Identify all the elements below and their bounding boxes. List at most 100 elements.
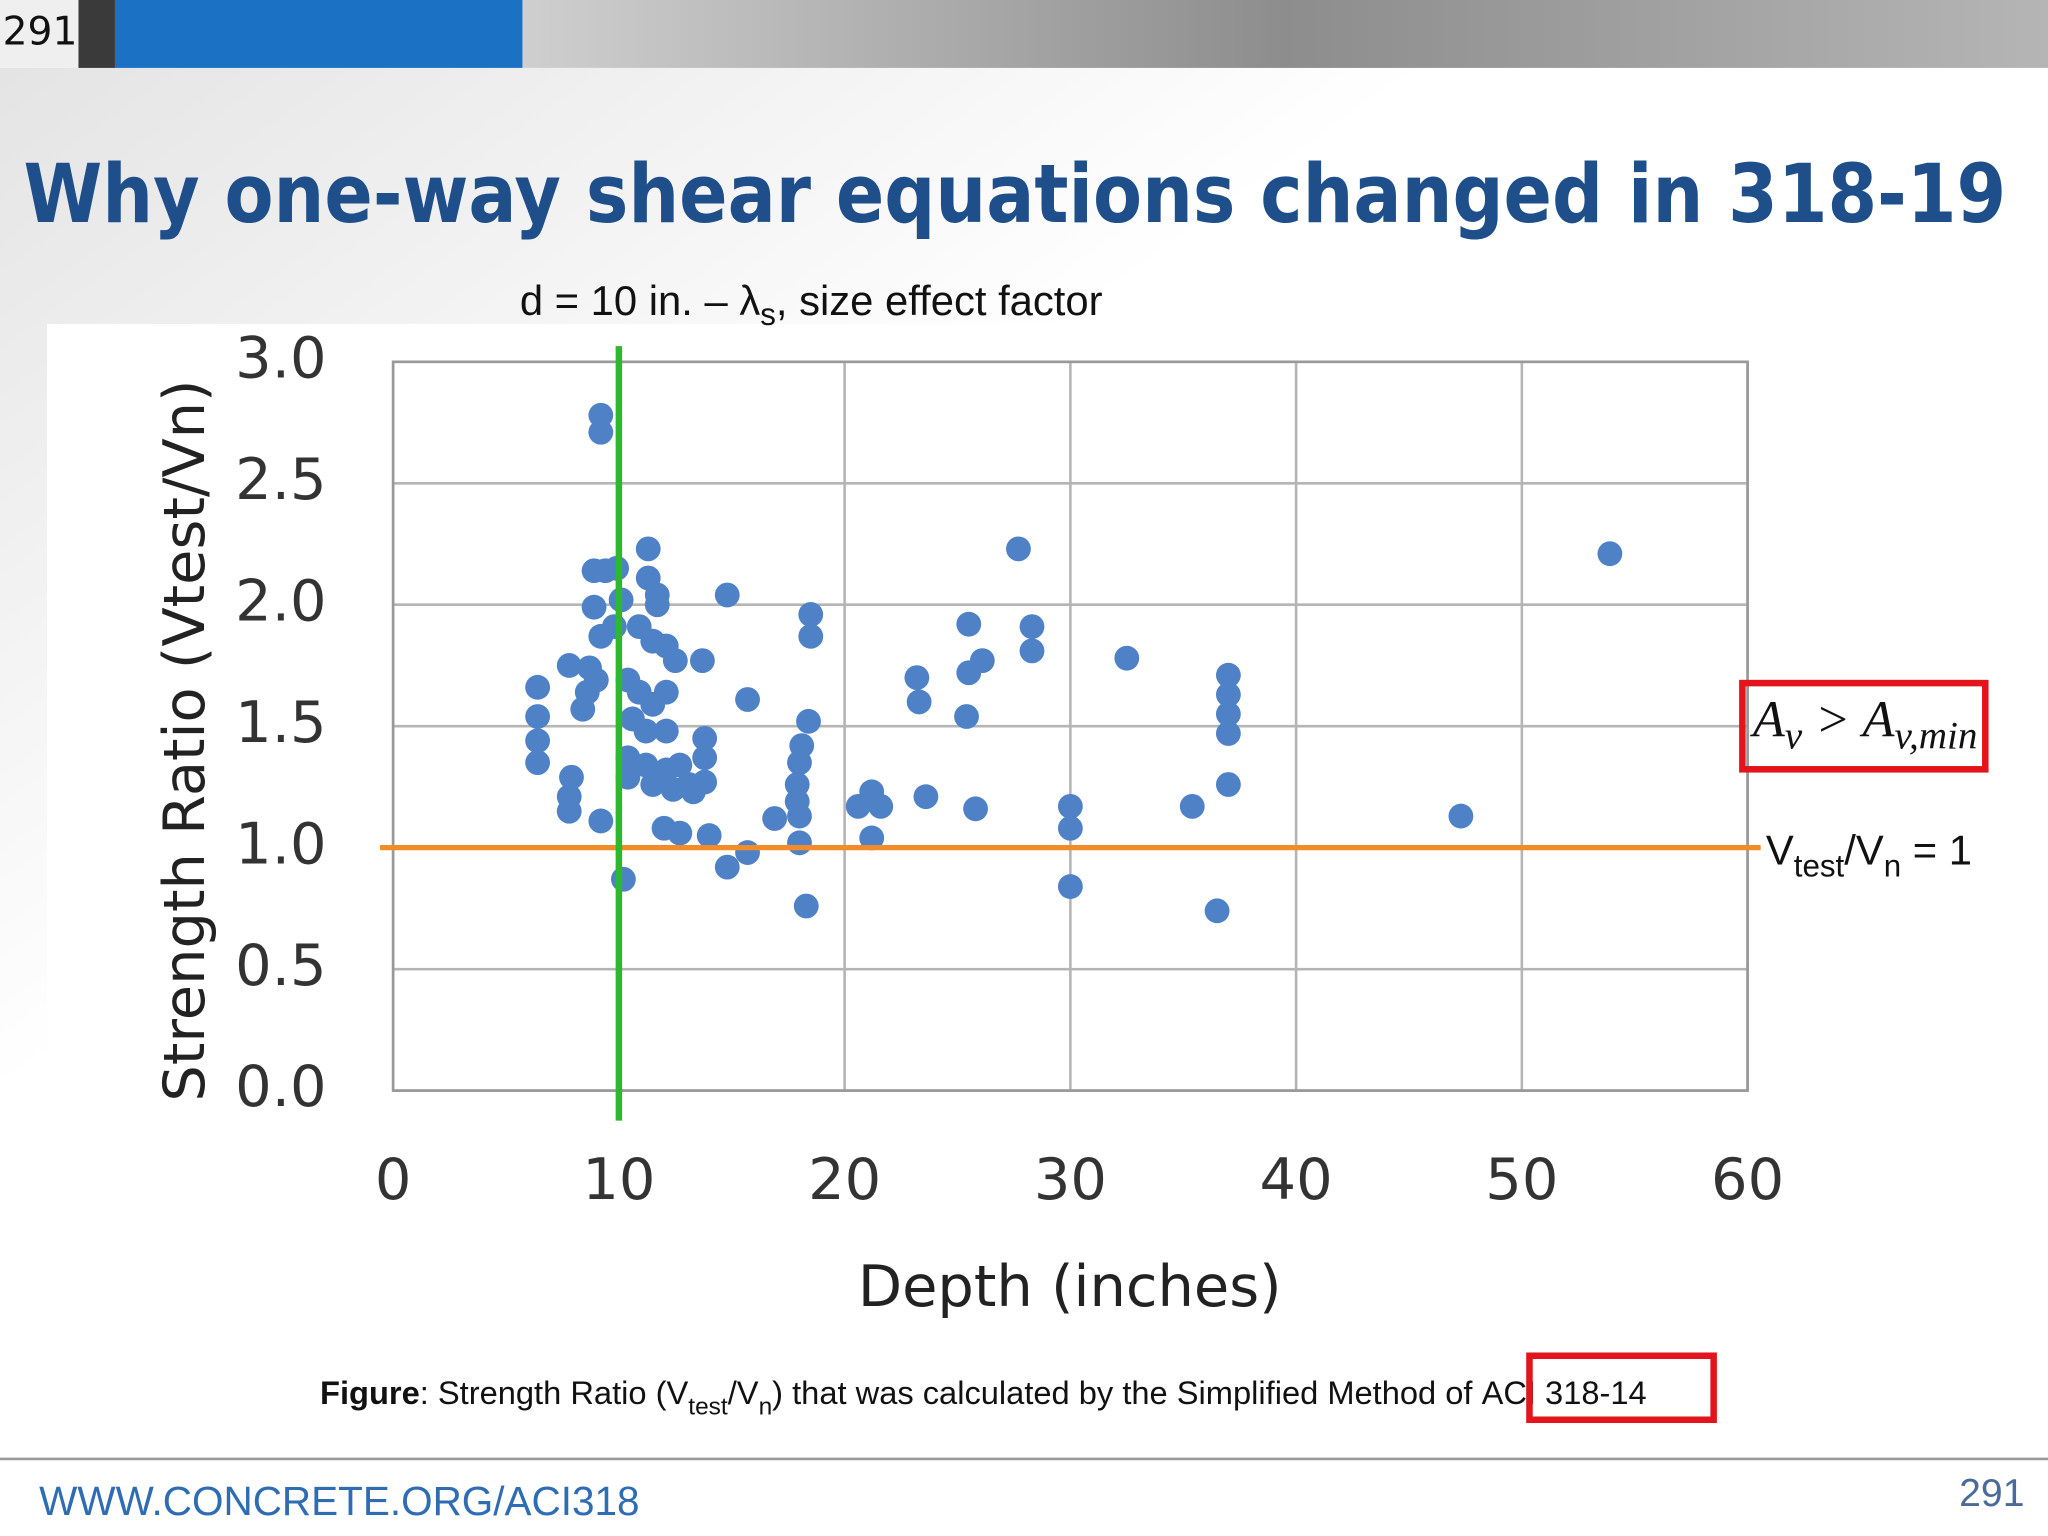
data-point — [904, 665, 930, 691]
data-point — [1019, 614, 1045, 640]
plot-border — [391, 360, 1749, 1092]
data-point — [784, 772, 810, 797]
data-point — [525, 728, 551, 754]
data-point — [1057, 815, 1083, 841]
data-point — [1215, 721, 1241, 746]
data-point — [1114, 645, 1140, 671]
data-point — [1019, 638, 1045, 664]
data-point — [653, 718, 679, 744]
data-point — [1204, 898, 1230, 924]
data-point — [588, 402, 614, 428]
annotation: Av > Av,min — [1750, 691, 1978, 758]
slide-title: Why one-way shear equations changed in 3… — [24, 148, 2007, 242]
text-run: V — [1766, 827, 1794, 874]
data-point — [692, 725, 718, 751]
data-point — [798, 602, 824, 627]
text-run: > A — [1802, 691, 1895, 749]
data-point — [680, 779, 706, 805]
data-point — [690, 648, 715, 674]
data-point — [913, 784, 939, 810]
data-point — [525, 704, 551, 729]
caption: Figure: Strength Ratio (Vtest/Vn) that w… — [320, 1374, 1647, 1420]
y-tick-label: 0.0 — [235, 1053, 326, 1120]
data-point — [662, 648, 688, 674]
data-point — [644, 592, 670, 618]
text-run: /V — [1844, 827, 1884, 874]
text-run: A — [1750, 691, 1786, 749]
data-point — [588, 419, 614, 445]
x-tick-label: 0 — [375, 1146, 412, 1213]
data-point — [559, 764, 584, 790]
highlight-box — [1526, 1352, 1717, 1424]
data-point — [714, 854, 740, 880]
data-point — [796, 708, 821, 734]
data-point — [906, 689, 932, 715]
annotation: d = 10 in. – λs, size effect factor — [520, 277, 1103, 332]
data-point — [787, 830, 812, 856]
text-run: : Strength Ratio (V — [420, 1374, 689, 1411]
data-point — [963, 796, 988, 822]
y-tick-label: 2.5 — [235, 446, 326, 513]
data-point — [667, 752, 693, 778]
data-point — [696, 823, 722, 848]
chart: 0.0 0.5 1.0 1.5 2.0 2.5 3.0 0 10 20 30 40 50 60 Depth … — [151, 277, 1978, 1320]
data-point — [735, 687, 760, 712]
data-point — [588, 808, 614, 834]
y-tick-label: 0.5 — [235, 932, 326, 999]
y-axis-title: Strength Ratio (Vtest/Vn) — [151, 380, 218, 1102]
data-point — [787, 803, 812, 829]
data-point — [735, 840, 760, 865]
x-tick-label: 40 — [1260, 1146, 1333, 1213]
text-run: v,min — [1894, 714, 1977, 757]
data-point — [1215, 662, 1241, 688]
data-point — [640, 772, 666, 797]
banner-corner — [0, 0, 79, 68]
data-point — [969, 648, 995, 674]
annotation: Vtest/Vn = 1 — [1766, 827, 1972, 884]
data-point — [762, 806, 788, 831]
data-point — [574, 679, 600, 705]
data-point — [556, 653, 582, 678]
banner-photo — [522, 0, 2048, 68]
data-point — [610, 866, 636, 892]
text-run: d = 10 in. – λ — [520, 277, 761, 324]
data-point — [556, 798, 582, 824]
text-run: s — [760, 297, 776, 332]
page-number-top: 291 — [3, 9, 78, 54]
banner-blue — [114, 0, 523, 68]
x-tick-label: 30 — [1034, 1146, 1107, 1213]
x-tick-label: 10 — [582, 1146, 655, 1213]
data-point — [525, 674, 551, 700]
banner-dark — [78, 0, 115, 68]
text-run: v — [1785, 714, 1803, 757]
data-point — [601, 614, 627, 640]
y-tick-label: 1.0 — [235, 810, 326, 877]
data-point — [1179, 793, 1205, 819]
data-point — [633, 718, 659, 744]
data-point — [868, 793, 894, 819]
data-point — [1215, 682, 1241, 708]
caption-text: Figure: Strength Ratio (Vtest/Vn) that w… — [320, 1374, 1647, 1420]
text-run: test — [1794, 848, 1845, 883]
data-point — [1006, 536, 1031, 562]
data-point — [798, 623, 824, 649]
data-point — [1215, 701, 1241, 727]
x-axis-title: Depth (inches) — [858, 1253, 1282, 1320]
data-point — [859, 825, 885, 851]
x-tick-label: 50 — [1485, 1146, 1558, 1213]
y-tick-label: 3.0 — [235, 324, 326, 391]
data-point — [581, 594, 607, 620]
page-number: 291 — [1959, 1472, 2024, 1515]
x-tick-label: 60 — [1711, 1146, 1784, 1213]
data-point — [1448, 803, 1474, 829]
text-run: n — [1884, 848, 1901, 883]
text-run: , size effect factor — [776, 277, 1103, 324]
text-run: test — [688, 1394, 728, 1421]
x-tick-label: 20 — [808, 1146, 881, 1213]
text-run: ) that was calculated by the Simplified … — [772, 1374, 1481, 1411]
data-point — [793, 893, 819, 919]
data-point — [1597, 541, 1623, 567]
text-run: Figure — [320, 1374, 420, 1411]
